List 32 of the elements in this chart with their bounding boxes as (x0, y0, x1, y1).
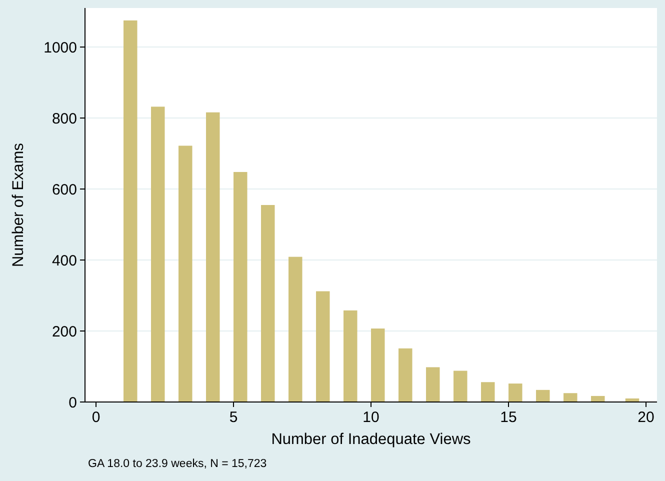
y-tick-label: 0 (68, 394, 77, 412)
bar (261, 205, 275, 402)
bar (344, 310, 358, 402)
y-tick-label: 200 (52, 323, 77, 340)
y-tick-label: 600 (52, 181, 77, 198)
y-axis-title: Number of Exams (10, 142, 27, 268)
bar (454, 370, 468, 402)
bar (508, 384, 522, 402)
bar (426, 367, 440, 402)
text: GA 18.0 to 23.9 weeks, N = 15,723 (88, 458, 267, 470)
x-tick-label: 20 (638, 409, 654, 426)
bar (124, 20, 138, 402)
bar (398, 348, 412, 402)
bar (178, 146, 192, 402)
x-tick-label: 0 (92, 409, 100, 426)
y-tick-label: 800 (52, 110, 77, 128)
y-tick-label: 400 (52, 252, 77, 270)
bar (316, 291, 330, 402)
bar (536, 390, 550, 402)
x-tick-label: 5 (229, 409, 238, 426)
bar (564, 393, 578, 402)
bar (288, 256, 302, 402)
bar (591, 396, 605, 402)
bar (206, 112, 220, 402)
bar (371, 328, 385, 402)
x-tick-label: 15 (500, 409, 517, 426)
x-axis-title: Number of Inadequate Views (271, 431, 472, 448)
bar (151, 106, 165, 402)
bar (481, 382, 495, 402)
bar (234, 172, 248, 402)
y-tick-label: 1000 (44, 39, 77, 56)
x-tick-label: 10 (362, 409, 380, 426)
